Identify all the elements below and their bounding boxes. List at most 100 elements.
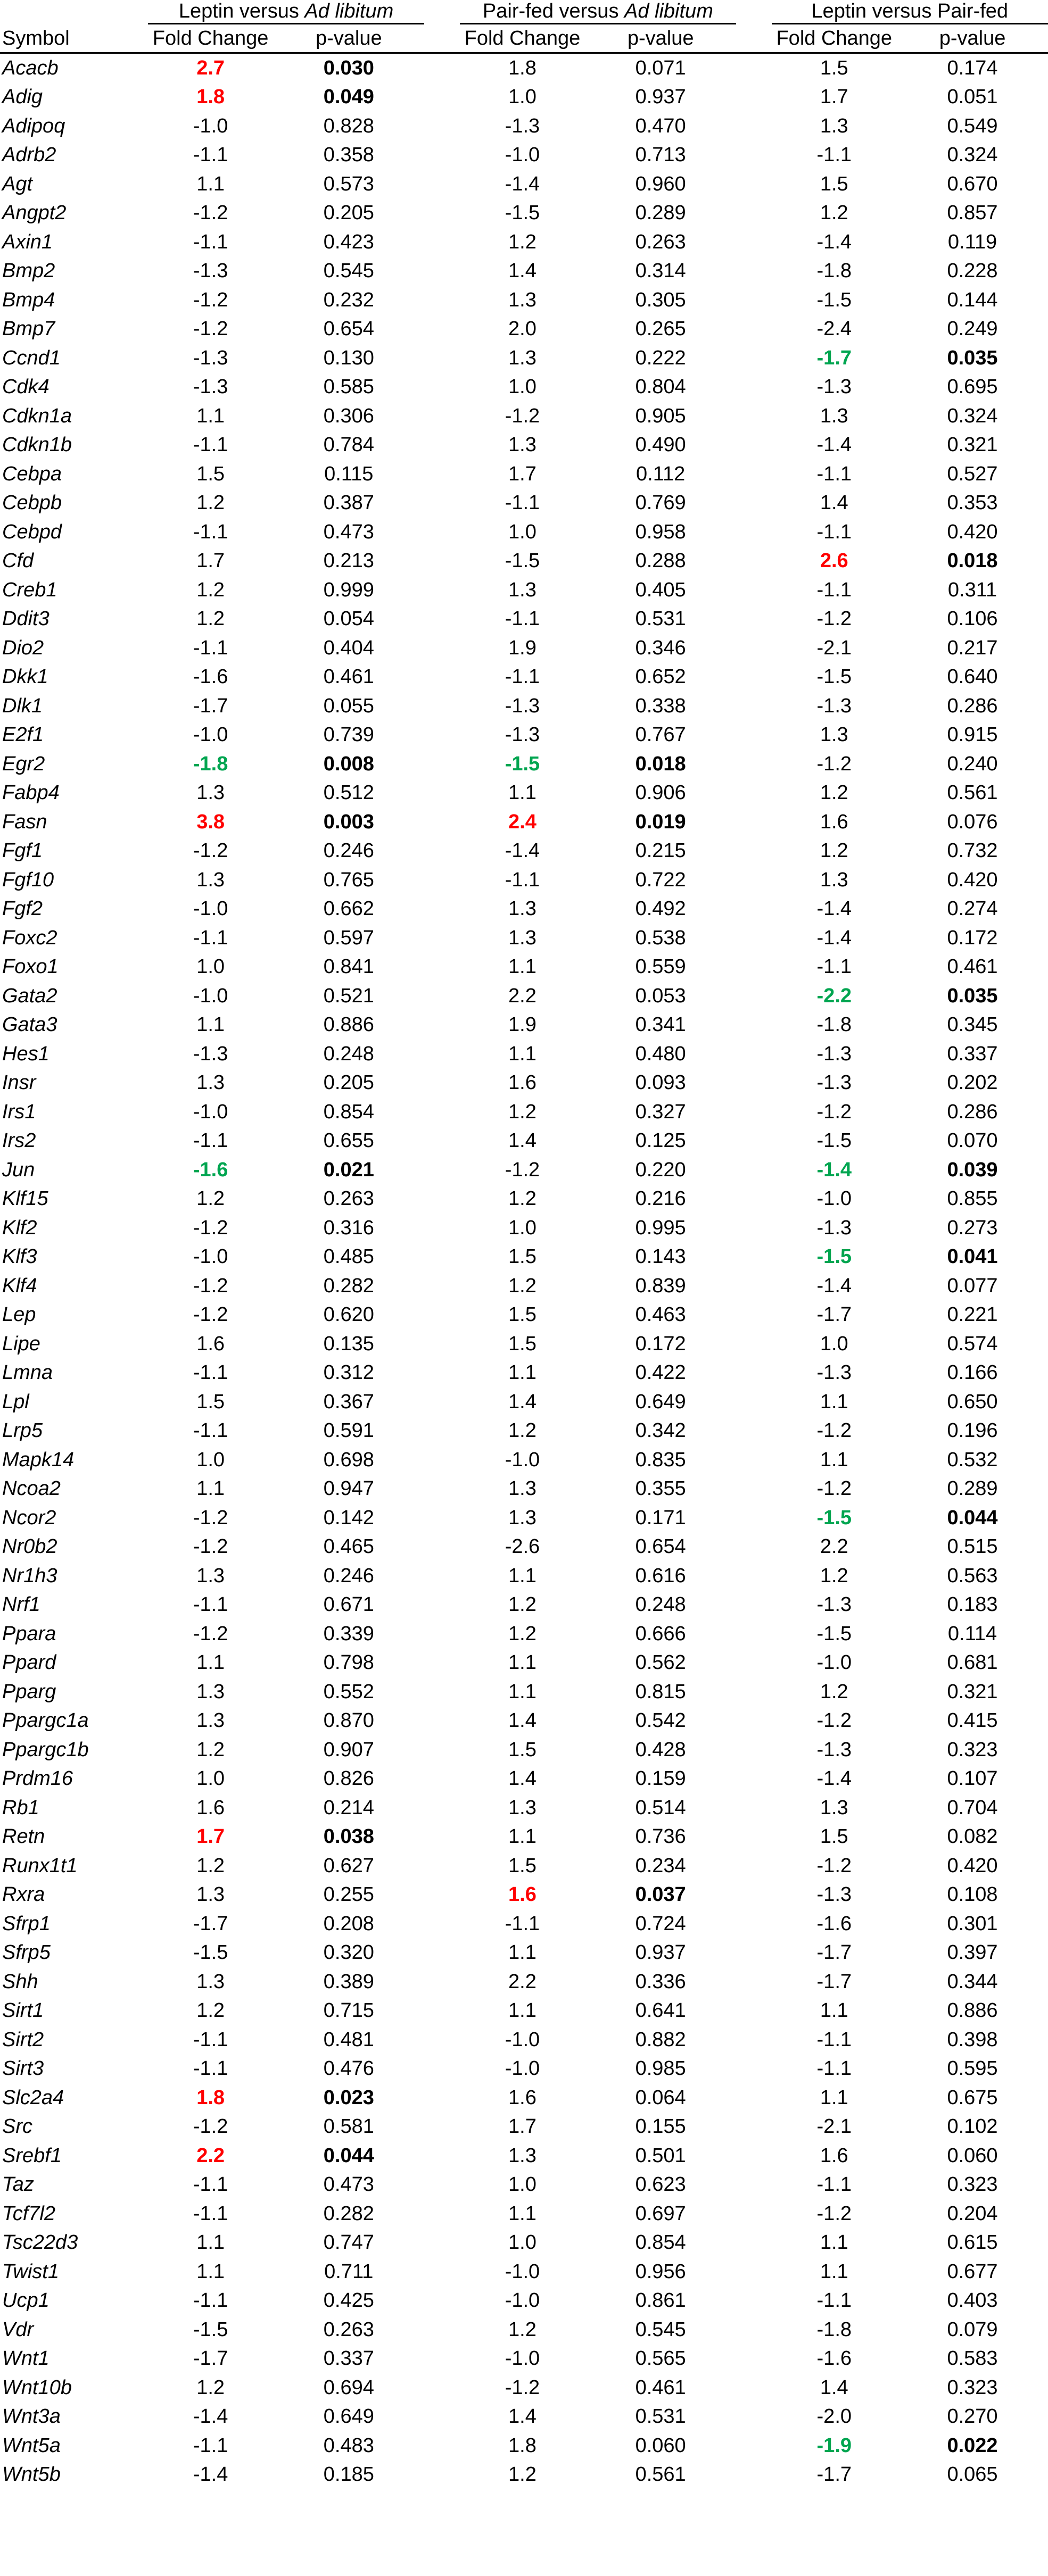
fold-change-leptin-vs-pair-fed: -1.7 <box>816 346 852 369</box>
table-row: Wnt10b 1.2 0.694 -1.2 0.461 1.4 0.323 <box>0 2373 1048 2403</box>
column-gap <box>424 1272 459 1301</box>
table-row: Sirt2 -1.1 0.481 -1.0 0.882 -1.1 0.398 <box>0 2025 1048 2055</box>
gene-symbol: Runx1t1 <box>2 1854 78 1877</box>
p-value-leptin-vs-pair-fed: 0.574 <box>947 1332 998 1355</box>
column-gap <box>424 1881 459 1910</box>
p-value-leptin-vs-ad-libitum: 0.947 <box>323 1477 374 1500</box>
p-value-leptin-vs-pair-fed: 0.461 <box>947 955 998 978</box>
column-gap <box>424 1329 459 1359</box>
p-value-leptin-vs-ad-libitum: 0.698 <box>323 1448 374 1471</box>
column-gap <box>736 1591 771 1620</box>
fold-change-leptin-vs-pair-fed: -1.6 <box>816 2347 852 2370</box>
fold-change-leptin-vs-pair-fed: -1.3 <box>816 376 852 398</box>
fold-change-leptin-vs-pair-fed: 1.4 <box>820 2376 848 2399</box>
column-gap <box>424 170 459 199</box>
fold-change-leptin-vs-pair-fed: 2.6 <box>820 550 848 572</box>
column-gap <box>424 779 459 808</box>
p-value-leptin-vs-ad-libitum: 0.999 <box>323 578 374 601</box>
p-value-leptin-vs-pair-fed: 0.108 <box>947 1883 998 1906</box>
p-value-leptin-vs-ad-libitum: 0.886 <box>323 1013 374 1036</box>
p-value-pair-fed-vs-ad-libitum: 0.559 <box>635 955 686 978</box>
p-value-pair-fed-vs-ad-libitum: 0.288 <box>635 550 686 572</box>
p-value-pair-fed-vs-ad-libitum: 0.649 <box>635 1390 686 1413</box>
p-value-leptin-vs-pair-fed: 0.640 <box>947 666 998 688</box>
gene-symbol: Lmna <box>2 1361 53 1384</box>
fold-change-pair-fed-vs-ad-libitum: 2.2 <box>508 1970 537 1993</box>
column-gap <box>736 1475 771 1504</box>
gene-symbol: Shh <box>2 1970 38 1993</box>
fold-change-leptin-vs-pair-fed: 1.3 <box>820 404 848 427</box>
fold-change-leptin-vs-pair-fed: -1.4 <box>816 1158 852 1181</box>
p-value-leptin-vs-pair-fed: 0.022 <box>947 2434 998 2457</box>
fold-change-pair-fed-vs-ad-libitum: -1.1 <box>505 608 540 630</box>
p-value-leptin-vs-ad-libitum: 0.387 <box>323 492 374 514</box>
fold-change-pair-fed-vs-ad-libitum: 1.4 <box>508 1767 537 1790</box>
column-gap <box>424 2403 459 2432</box>
column-gap <box>736 2345 771 2374</box>
column-gap <box>736 2461 771 2490</box>
column-gap <box>424 2055 459 2084</box>
table-row: Cfd 1.7 0.213 -1.5 0.288 2.6 0.018 <box>0 547 1048 576</box>
p-value-leptin-vs-ad-libitum: 0.008 <box>323 752 374 775</box>
fold-change-leptin-vs-pair-fed: -1.0 <box>816 1651 852 1674</box>
fold-change-pair-fed-vs-ad-libitum: 1.0 <box>508 2231 537 2254</box>
p-value-leptin-vs-ad-libitum: 0.142 <box>323 1506 374 1529</box>
p-value-leptin-vs-pair-fed: 0.732 <box>947 840 998 862</box>
p-value-leptin-vs-pair-fed: 0.079 <box>947 2318 998 2341</box>
table-row: Wnt5b -1.4 0.185 1.2 0.561 -1.7 0.065 <box>0 2461 1048 2490</box>
fold-change-pair-fed-vs-ad-libitum: 1.3 <box>508 288 537 311</box>
p-value-leptin-vs-ad-libitum: 0.232 <box>323 288 374 311</box>
gene-symbol: Pparg <box>2 1680 56 1703</box>
p-value-leptin-vs-ad-libitum: 0.581 <box>323 2115 374 2138</box>
fold-change-pair-fed-vs-ad-libitum: 1.9 <box>508 1013 537 1036</box>
gene-symbol: Egr2 <box>2 752 45 775</box>
fold-change-leptin-vs-pair-fed: -1.2 <box>816 1419 852 1442</box>
gene-symbol: Wnt1 <box>2 2347 49 2370</box>
header-empty <box>0 0 148 24</box>
fold-change-leptin-vs-pair-fed: -1.1 <box>816 955 852 978</box>
p-value-pair-fed-vs-ad-libitum: 0.143 <box>635 1245 686 1268</box>
p-value-leptin-vs-pair-fed: 0.070 <box>947 1129 998 1152</box>
p-value-leptin-vs-pair-fed: 0.228 <box>947 260 998 282</box>
p-value-pair-fed-vs-ad-libitum: 0.835 <box>635 1448 686 1471</box>
p-value-leptin-vs-ad-libitum: 0.367 <box>323 1390 374 1413</box>
p-value-leptin-vs-pair-fed: 0.561 <box>947 782 998 804</box>
column-gap <box>424 1619 459 1649</box>
gene-symbol: Twist1 <box>2 2260 59 2283</box>
fold-change-pair-fed-vs-ad-libitum: 1.1 <box>508 1042 537 1065</box>
column-gap <box>424 1417 459 1446</box>
gene-symbol: Nr1h3 <box>2 1564 57 1587</box>
p-value-leptin-vs-ad-libitum: 0.055 <box>323 694 374 717</box>
gene-symbol: Retn <box>2 1825 45 1848</box>
p-value-pair-fed-vs-ad-libitum: 0.220 <box>635 1158 686 1181</box>
column-gap <box>736 1243 771 1272</box>
column-gap <box>736 866 771 895</box>
fold-change-leptin-vs-pair-fed: 1.1 <box>820 2086 848 2109</box>
gene-symbol: Bmp4 <box>2 288 55 311</box>
fold-change-leptin-vs-pair-fed: -1.1 <box>816 2173 852 2196</box>
gene-expression-table: Leptin versus Ad libitum Pair-fed versus… <box>0 0 1048 2490</box>
fold-change-leptin-vs-pair-fed: -1.1 <box>816 144 852 167</box>
table-row: Bmp4 -1.2 0.232 1.3 0.305 -1.5 0.144 <box>0 286 1048 315</box>
p-value-leptin-vs-pair-fed: 0.286 <box>947 1100 998 1123</box>
column-gap <box>736 518 771 547</box>
p-value-leptin-vs-ad-libitum: 0.389 <box>323 1970 374 1993</box>
p-value-leptin-vs-ad-libitum: 0.263 <box>323 1187 374 1210</box>
p-value-pair-fed-vs-ad-libitum: 0.623 <box>635 2173 686 2196</box>
fold-change-leptin-vs-pair-fed: -1.5 <box>816 288 852 311</box>
p-value-pair-fed-vs-ad-libitum: 0.722 <box>635 868 686 891</box>
gene-symbol: Lpl <box>2 1390 29 1413</box>
p-value-leptin-vs-ad-libitum: 0.044 <box>323 2144 374 2167</box>
fold-change-leptin-vs-ad-libitum: -1.3 <box>193 376 228 398</box>
p-value-pair-fed-vs-ad-libitum: 0.561 <box>635 2463 686 2486</box>
fold-change-leptin-vs-ad-libitum: 1.2 <box>196 492 225 514</box>
p-value-leptin-vs-ad-libitum: 0.591 <box>323 1419 374 1442</box>
column-gap <box>736 2431 771 2461</box>
group-header-pair-fed-vs-ad-libitum: Pair-fed versus Ad libitum <box>459 0 737 24</box>
fold-change-leptin-vs-ad-libitum: 1.7 <box>196 550 225 572</box>
p-value-pair-fed-vs-ad-libitum: 0.428 <box>635 1738 686 1761</box>
p-value-leptin-vs-ad-libitum: 0.135 <box>323 1332 374 1355</box>
fold-change-leptin-vs-ad-libitum: 1.6 <box>196 1332 225 1355</box>
p-value-leptin-vs-pair-fed: 0.857 <box>947 202 998 225</box>
table-row: Nrf1 -1.1 0.671 1.2 0.248 -1.3 0.183 <box>0 1591 1048 1620</box>
